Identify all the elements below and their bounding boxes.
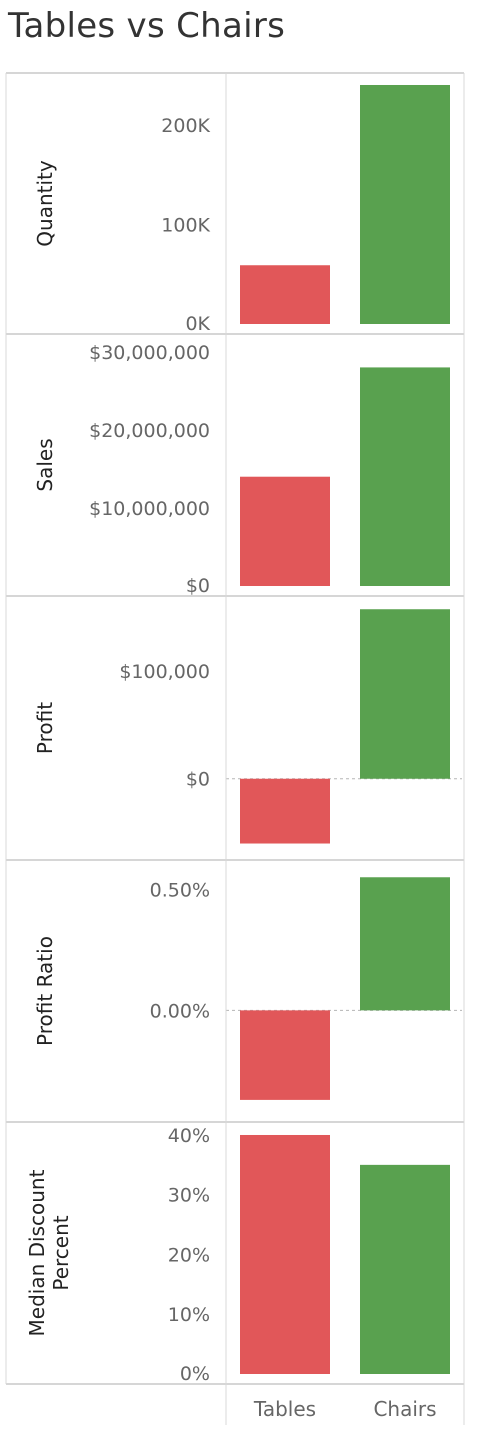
- quantity-tick-label: 0K: [185, 313, 210, 335]
- median-discount-percent-tick-label: 40%: [168, 1125, 210, 1147]
- profit-ratio-axis-title: Profit Ratio: [33, 936, 57, 1046]
- profit-bar-chairs: [360, 609, 450, 779]
- sales-tick-label: $30,000,000: [89, 342, 210, 364]
- sales-tick-label: $10,000,000: [89, 498, 210, 520]
- profit-ratio-tick-label: 0.00%: [150, 1000, 210, 1022]
- median-discount-percent-axis-title-line: Percent: [49, 1215, 73, 1290]
- sales-axis-title: Sales: [33, 438, 57, 491]
- category-label-tables: Tables: [253, 1397, 316, 1421]
- category-label-chairs: Chairs: [373, 1397, 436, 1421]
- sales-axis-title-line: Sales: [33, 438, 57, 491]
- profit-ratio-tick-label: 0.50%: [150, 879, 210, 901]
- sales-tick-label: $20,000,000: [89, 420, 210, 442]
- median-discount-percent-tick-label: 0%: [180, 1363, 210, 1385]
- profit-tick-label: $100,000: [119, 661, 210, 683]
- median-discount-percent-bar-chairs: [360, 1164, 450, 1374]
- sales-bar-chairs: [360, 367, 450, 586]
- quantity-tick-label: 100K: [161, 214, 210, 236]
- median-discount-percent-axis-title-line: Median Discount: [25, 1169, 49, 1336]
- quantity-axis-title: Quantity: [33, 160, 57, 247]
- median-discount-percent-tick-label: 30%: [168, 1185, 210, 1207]
- profit-ratio-bar-tables: [240, 1010, 330, 1100]
- quantity-axis-title-line: Quantity: [33, 160, 57, 247]
- profit-bar-tables: [240, 778, 330, 844]
- sales-tick-label: $0: [186, 575, 210, 597]
- profit-ratio-bar-chairs: [360, 877, 450, 1011]
- profit-tick-label: $0: [186, 769, 210, 791]
- median-discount-percent-bar-tables: [240, 1134, 330, 1374]
- quantity-tick-label: 200K: [161, 115, 210, 137]
- chart-title: Tables vs Chairs: [8, 6, 286, 46]
- median-discount-percent-axis-title: Median DiscountPercent: [25, 1169, 73, 1336]
- profit-ratio-axis-title-line: Profit Ratio: [33, 936, 57, 1046]
- median-discount-percent-tick-label: 10%: [168, 1304, 210, 1326]
- quantity-bar-chairs: [360, 84, 450, 325]
- median-discount-percent-tick-label: 20%: [168, 1244, 210, 1266]
- quantity-bar-tables: [240, 265, 330, 324]
- profit-axis-title-line: Profit: [33, 702, 57, 754]
- sales-bar-tables: [240, 476, 330, 586]
- profit-axis-title: Profit: [33, 702, 57, 754]
